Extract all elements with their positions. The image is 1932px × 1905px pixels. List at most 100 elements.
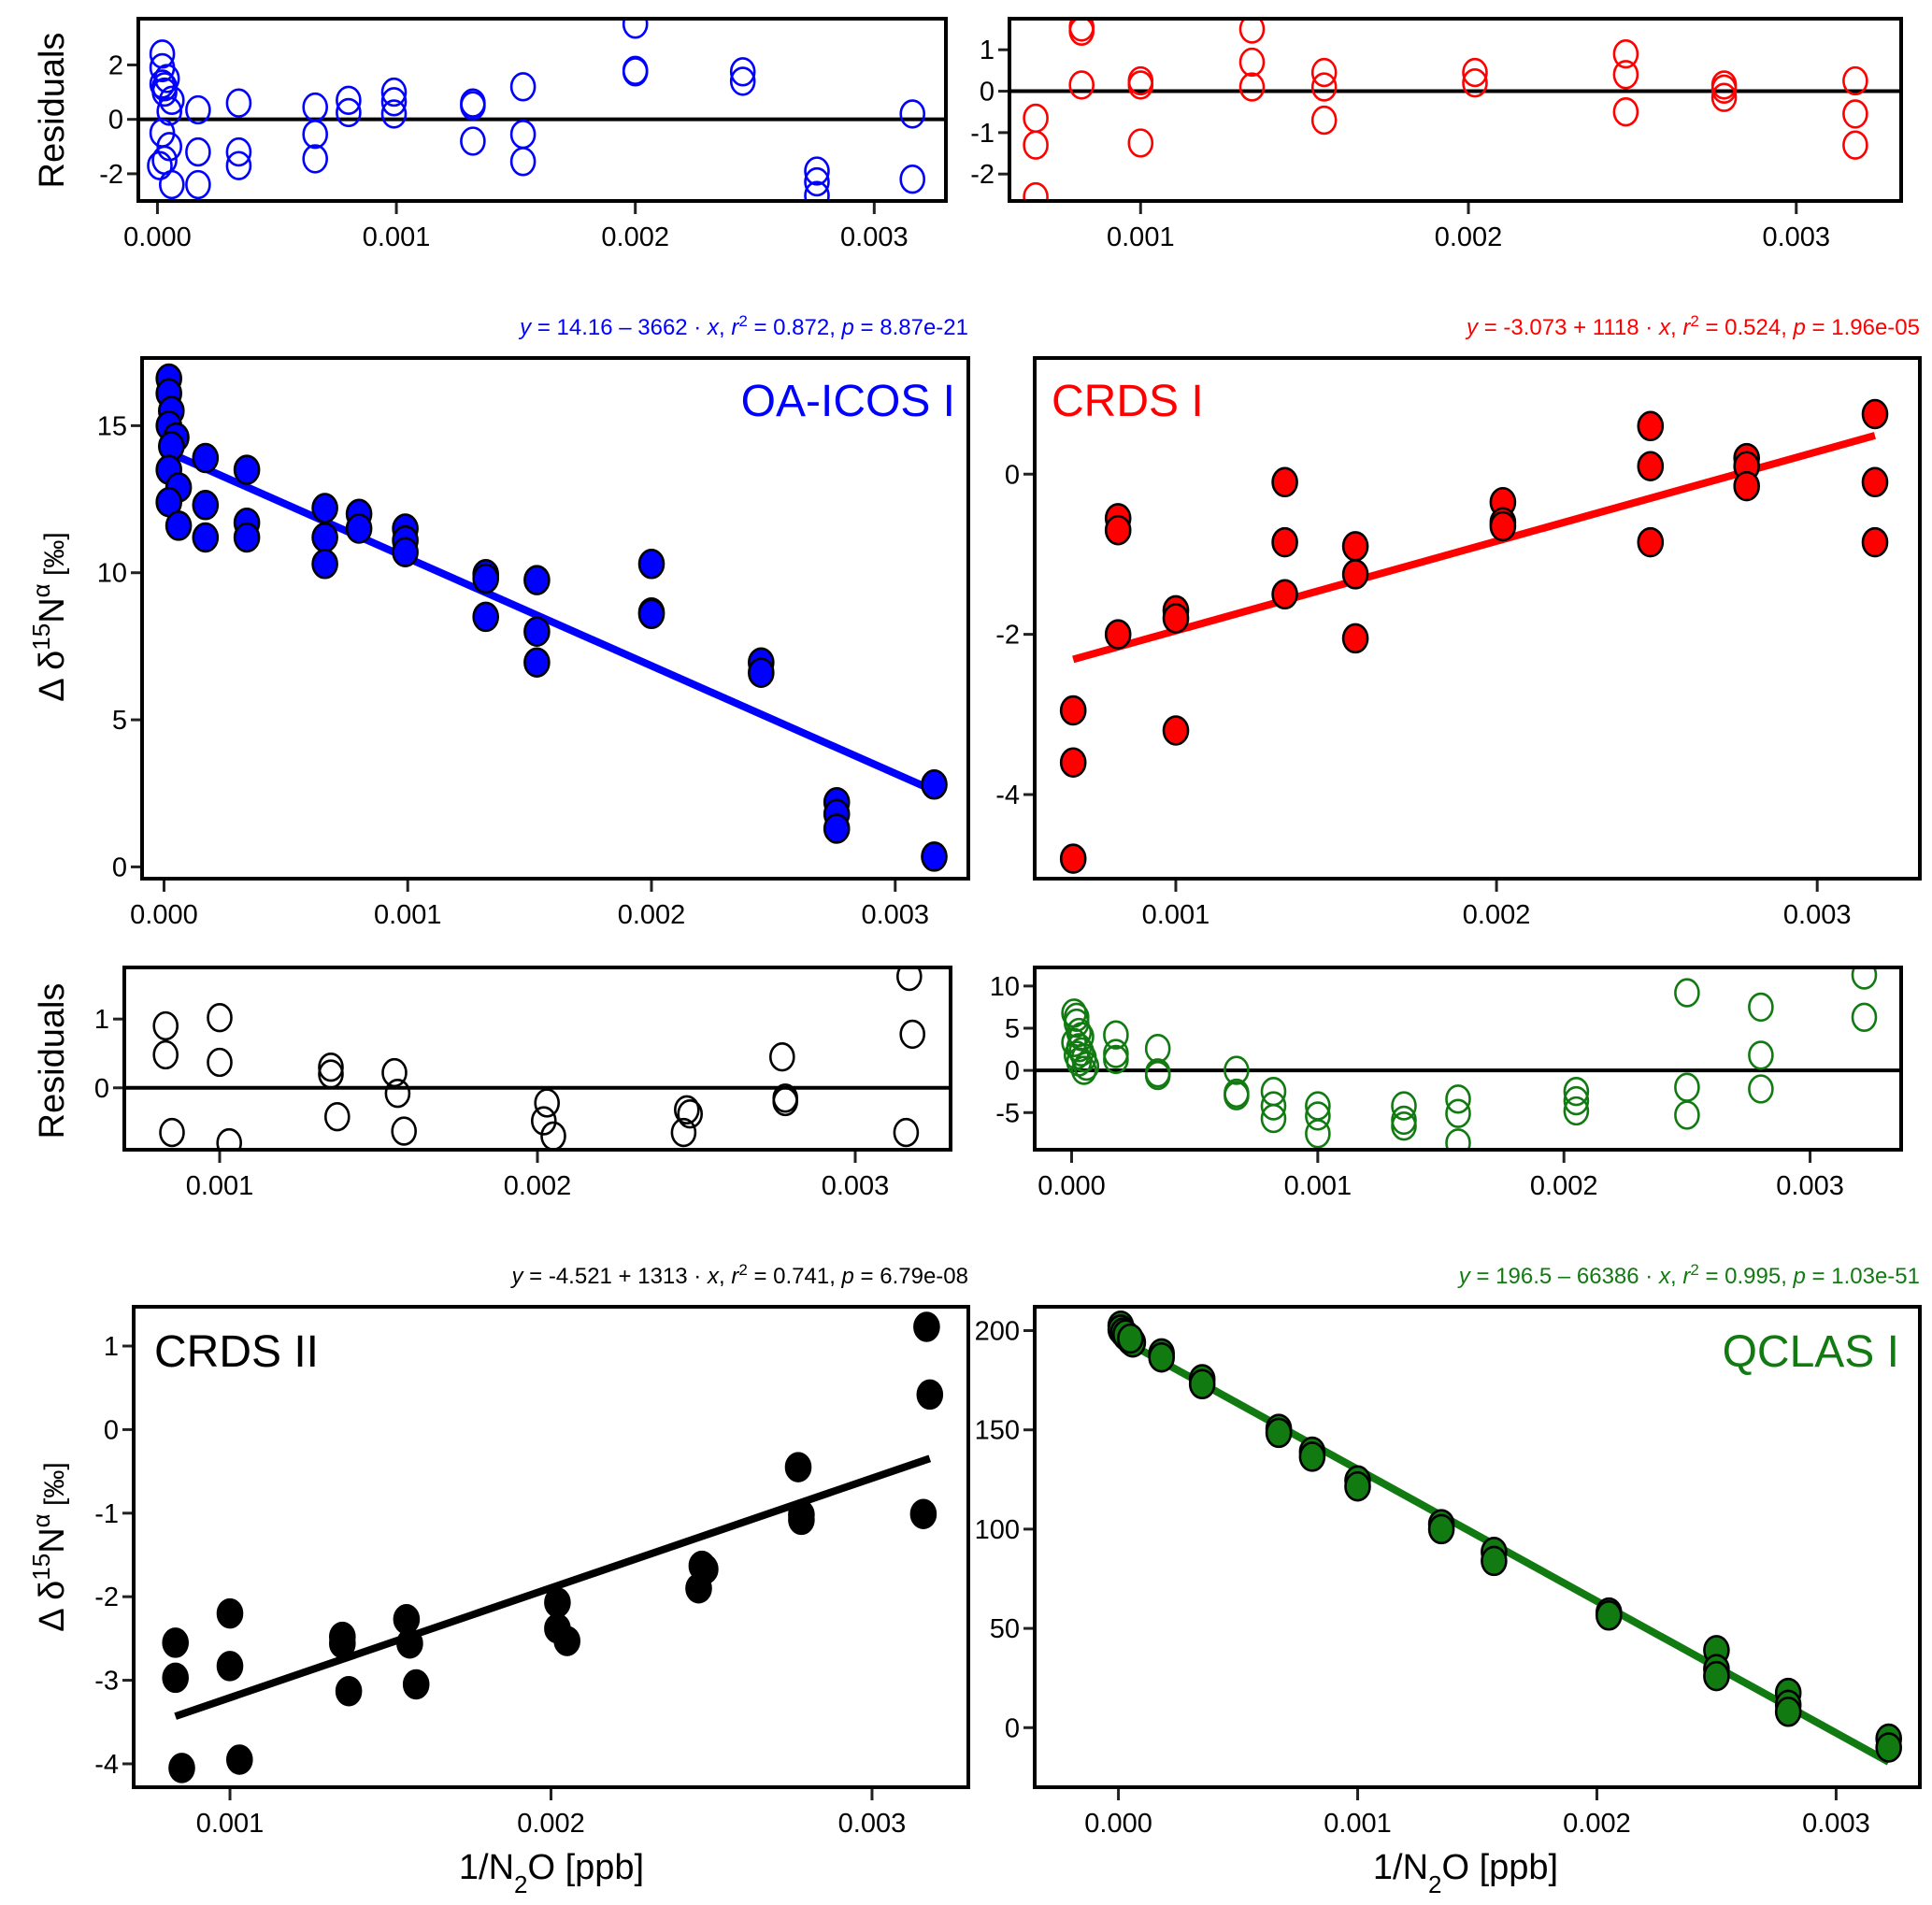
x-tick-label: 0.000 [130,900,198,930]
y-axis-title-resid-mid: Residuals [33,983,72,1139]
data-point [336,85,362,115]
data-point [1104,514,1132,546]
data-point [622,57,649,87]
data-point [162,1662,189,1694]
regression-equation: y = -3.073 + 1118 · x, r2 = 0.524, p = 1… [1465,312,1920,341]
data-point [1224,1055,1250,1085]
y-axis-title-main-bottom: Δ δ15Nα [‰] [27,1462,72,1631]
data-point [899,1019,926,1050]
data-point [1563,1077,1590,1107]
data-point [1070,1055,1097,1085]
data-point [804,166,830,197]
data-point [1341,623,1369,654]
data-point [1842,130,1868,160]
regression-equation: y = -4.521 + 1313 · x, r2 = 0.741, p = 6… [509,1261,968,1290]
data-point [216,1127,242,1150]
y-tick-label: -4 [94,1750,119,1780]
data-point [804,156,830,186]
data-point [1462,57,1488,88]
plot-area [1035,1307,1920,1787]
data-point [1489,510,1517,542]
data-point [1148,1341,1175,1373]
data-point [460,126,486,156]
y-tick-label: -5 [995,1098,1020,1128]
y-tick-label: -3 [94,1667,119,1697]
plot-frame [122,966,952,1152]
x-tick-label: 0.003 [1783,900,1852,930]
data-point [318,1053,344,1082]
plot-frame [1033,1305,1922,1789]
data-point [1563,1085,1590,1116]
data-point [1238,19,1266,44]
data-point [165,510,193,541]
data-point [1260,1103,1287,1134]
data-point [685,1572,712,1604]
data-point [323,1102,351,1132]
y-tick-label: -1 [970,119,995,149]
x-tick-label: 0.003 [822,1171,890,1201]
data-point [1674,978,1700,1008]
x-tick-label: 0.001 [374,900,442,930]
y-tick-label: -2 [94,1583,119,1612]
plot-content [138,19,946,201]
data-point [152,1010,179,1041]
x-tick-label: 0.002 [601,222,669,252]
data-point [311,522,338,553]
data-point [1073,1051,1100,1081]
data-point [916,1379,944,1411]
y-tick-label: 1 [94,1005,109,1035]
data-point [1703,1660,1730,1692]
panel-crds1-main: 0.001 0.002 0.003 -4 -2 0 y = -3.073 + 1118 · … [995,312,1922,930]
x-tick-label: 0.001 [363,222,431,252]
data-point [159,169,185,200]
x-tick-label: 0.003 [840,222,909,252]
data-point [1637,451,1665,481]
x-tick-label: 0.002 [618,900,686,930]
data-point [1271,579,1298,610]
data-point [1842,65,1868,96]
data-point [1103,1044,1129,1075]
y-tick-label: 0 [104,1415,119,1445]
data-point [1748,992,1774,1023]
data-point [392,537,419,567]
panel-crds2-resid: 0.001 0.002 0.003 0 1 [94,966,952,1201]
data-point [185,169,211,200]
y-tick-label: 0 [108,106,123,136]
data-point [159,1117,185,1148]
y-tick-label: -4 [995,781,1020,810]
data-point [1068,19,1095,46]
x-tick-label: 0.003 [861,900,929,930]
data-point [1310,57,1338,88]
data-point [460,91,486,121]
x-tick-label: 0.000 [123,222,192,252]
data-point [225,150,252,180]
plot-content [155,363,948,872]
x-tick-label: 0.000 [1038,1171,1106,1201]
x-tick-label: 0.002 [517,1809,585,1839]
panel-oaicos-main: 0.000 0.001 0.002 0.003 0 5 10 15 y = 14.16 – 36… [97,312,970,930]
x-tick-label: 0.003 [1762,222,1830,252]
plot-frame [1033,356,1922,881]
plot-frame [132,1305,970,1789]
y-tick-label: 10 [97,559,127,589]
data-point [1298,1441,1326,1472]
plot-content [124,967,951,1150]
data-point [530,1106,557,1136]
data-point [1310,105,1338,136]
data-point [804,180,830,201]
y-tick-label: 100 [975,1515,1020,1545]
data-point [509,72,537,102]
data-point [162,1627,189,1658]
data-point [1127,70,1154,100]
y-tick-label: -2 [995,621,1020,651]
data-point [1875,1732,1902,1763]
data-point [1612,60,1639,90]
data-point [768,1042,795,1072]
data-point [1427,1513,1455,1545]
y-tick-label: 0 [94,1074,109,1104]
y-tick-label: 0 [112,852,127,882]
x-tick-label: 0.001 [186,1171,254,1201]
data-point [402,1669,430,1700]
y-tick-label: 0 [1005,460,1020,490]
